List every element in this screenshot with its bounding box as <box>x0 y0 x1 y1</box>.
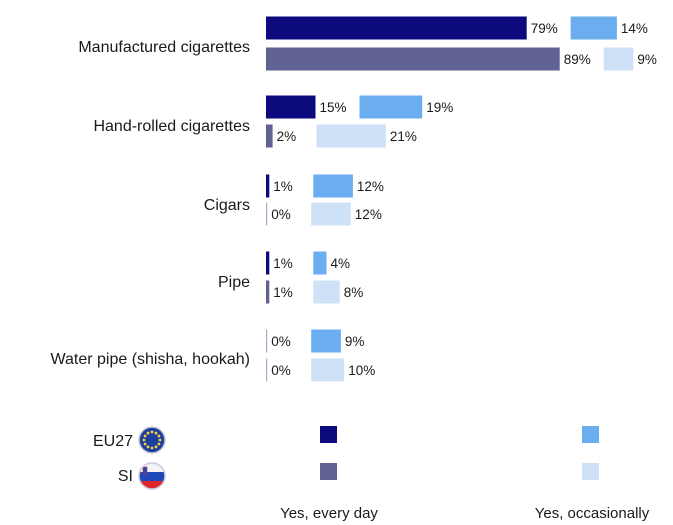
bar-water-pipe-shisha-hookah-eu27-daily <box>266 329 268 353</box>
bar-manufactured-cigarettes-eu27-occasional <box>570 16 617 40</box>
legend: EU27 SI Yes, every day Yes, occasionally <box>93 426 650 522</box>
value-label-hand-rolled-cigarettes-eu27-occasional: 19% <box>426 100 453 115</box>
legend-column-daily: Yes, every day <box>280 505 378 522</box>
value-label-manufactured-cigarettes-eu27-daily: 79% <box>531 21 558 36</box>
bars <box>266 16 634 382</box>
category-label-water-pipe-shisha-hookah: Water pipe (shisha, hookah) <box>50 351 250 368</box>
value-label-manufactured-cigarettes-si-daily: 89% <box>564 52 591 67</box>
value-label-cigars-si-occasional: 12% <box>355 207 382 222</box>
value-label-pipe-eu27-daily: 1% <box>273 256 293 271</box>
legend-swatch-si-occasional <box>582 463 599 480</box>
bar-hand-rolled-cigarettes-si-occasional <box>316 124 386 148</box>
legend-column-occasional: Yes, occasionally <box>535 505 650 522</box>
value-label-water-pipe-shisha-hookah-eu27-occasional: 9% <box>345 334 365 349</box>
value-label-water-pipe-shisha-hookah-si-daily: 0% <box>271 363 291 378</box>
bar-cigars-eu27-occasional <box>313 174 353 198</box>
bar-cigars-si-occasional <box>311 202 351 226</box>
value-label-cigars-si-daily: 0% <box>271 207 291 222</box>
bar-manufactured-cigarettes-eu27-daily <box>266 16 527 40</box>
category-label-manufactured-cigarettes: Manufactured cigarettes <box>78 39 250 56</box>
bar-hand-rolled-cigarettes-si-daily <box>266 124 273 148</box>
bar-pipe-si-occasional <box>313 280 340 304</box>
category-label-cigars: Cigars <box>204 197 250 214</box>
legend-swatch-eu27-occasional <box>582 426 599 443</box>
category-label-pipe: Pipe <box>218 274 250 291</box>
eu-flag-icon <box>138 426 166 454</box>
value-label-pipe-si-occasional: 8% <box>344 285 364 300</box>
bar-pipe-si-daily <box>266 280 270 304</box>
legend-swatch-eu27-daily <box>320 426 337 443</box>
category-label-hand-rolled-cigarettes: Hand-rolled cigarettes <box>93 118 250 135</box>
bar-hand-rolled-cigarettes-eu27-occasional <box>359 95 423 119</box>
value-labels: 79% 14% 89% 9% 15% 19% 2% 21% 1% 12% 0% 12% 1% 4% 1% 8%… <box>271 21 657 378</box>
category-labels: Manufactured cigarettes Hand-rolled cigar… <box>50 39 250 368</box>
bar-water-pipe-shisha-hookah-si-daily <box>266 358 268 382</box>
legend-group-label-eu27: EU27 <box>93 433 133 450</box>
value-label-manufactured-cigarettes-eu27-occasional: 14% <box>621 21 648 36</box>
value-label-hand-rolled-cigarettes-si-daily: 2% <box>277 129 297 144</box>
value-label-pipe-si-daily: 1% <box>273 285 293 300</box>
value-label-cigars-eu27-occasional: 12% <box>357 179 384 194</box>
bar-water-pipe-shisha-hookah-si-occasional <box>311 358 345 382</box>
bar-manufactured-cigarettes-si-daily <box>266 47 560 71</box>
value-label-hand-rolled-cigarettes-si-occasional: 21% <box>390 129 417 144</box>
bar-pipe-eu27-daily <box>266 251 270 275</box>
value-label-cigars-eu27-daily: 1% <box>273 179 293 194</box>
bar-manufactured-cigarettes-si-occasional <box>603 47 634 71</box>
bar-water-pipe-shisha-hookah-eu27-occasional <box>311 329 341 353</box>
bar-hand-rolled-cigarettes-eu27-daily <box>266 95 316 119</box>
value-label-hand-rolled-cigarettes-eu27-daily: 15% <box>320 100 347 115</box>
slovenia-flag-icon <box>138 462 166 490</box>
value-label-manufactured-cigarettes-si-occasional: 9% <box>637 52 657 67</box>
value-label-water-pipe-shisha-hookah-si-occasional: 10% <box>348 363 375 378</box>
bar-cigars-eu27-daily <box>266 174 270 198</box>
bar-pipe-eu27-occasional <box>313 251 327 275</box>
value-label-water-pipe-shisha-hookah-eu27-daily: 0% <box>271 334 291 349</box>
legend-swatch-si-daily <box>320 463 337 480</box>
bar-cigars-si-daily <box>266 202 268 226</box>
value-label-pipe-eu27-occasional: 4% <box>331 256 351 271</box>
legend-group-label-si: SI <box>118 468 133 485</box>
